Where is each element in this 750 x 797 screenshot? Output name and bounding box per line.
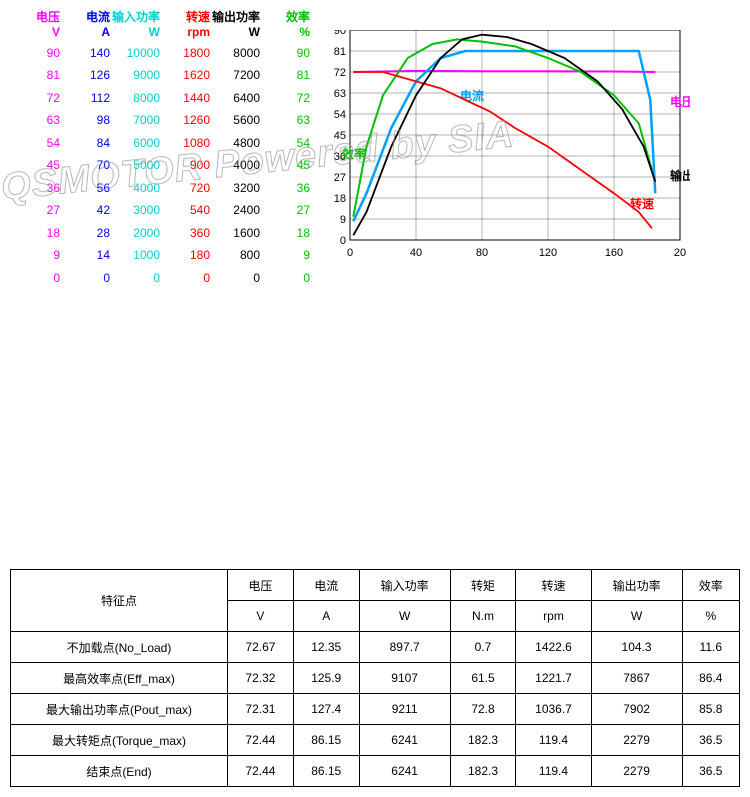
axis-ticks-1: 140126112988470564228140 [60,42,110,290]
table-cell: 72.8 [450,694,516,725]
axis-header-5: 效率% [260,10,310,40]
table-cell: 119.4 [516,725,591,756]
svg-text:63: 63 [334,88,346,100]
table-cell: 36.5 [682,725,739,756]
table-header: 转速 [516,570,591,601]
table-cell: 不加载点(No_Load) [11,632,228,663]
table-unit: V [228,601,294,632]
svg-text:160: 160 [605,247,623,259]
table-cell: 86.15 [293,725,359,756]
table-cell: 72.31 [228,694,294,725]
table-cell: 897.7 [359,632,450,663]
table-cell: 36.5 [682,756,739,787]
table-cell: 104.3 [591,632,682,663]
axis-ticks-0: 90817263544536271890 [10,42,60,290]
table-header: 电流 [293,570,359,601]
svg-text:0: 0 [347,247,353,259]
table-cell: 6241 [359,725,450,756]
axis-ticks-4: 8000720064005600480040003200240016008000 [210,42,260,290]
table-cell: 1221.7 [516,663,591,694]
svg-text:电压: 电压 [670,94,690,109]
svg-text:120: 120 [539,247,557,259]
svg-text:27: 27 [334,172,346,184]
svg-text:81: 81 [334,46,346,58]
spec-table: 特征点电压电流输入功率转矩转速输出功率效率VAWN.mrpmW%不加载点(No_… [10,569,740,787]
performance-chart: 908172635445362718900408012016020电压电流效率转… [320,30,690,260]
svg-text:45: 45 [334,130,346,142]
table-header: 转矩 [450,570,516,601]
table-cell: 最大输出功率点(Pout_max) [11,694,228,725]
axis-ticks-5: 90817263544536271890 [260,42,310,290]
table-cell: 7867 [591,663,682,694]
table-cell: 61.5 [450,663,516,694]
svg-text:54: 54 [334,109,346,121]
table-cell: 6241 [359,756,450,787]
svg-text:18: 18 [334,193,346,205]
table-unit: W [591,601,682,632]
table-unit: A [293,601,359,632]
table-header: 电压 [228,570,294,601]
table-cell: 72.44 [228,756,294,787]
table-cell: 最大转矩点(Torque_max) [11,725,228,756]
axis-ticks-3: 180016201440126010809007205403601800 [160,42,210,290]
table-cell: 1036.7 [516,694,591,725]
table-cell: 127.4 [293,694,359,725]
svg-text:80: 80 [476,247,488,259]
svg-text:20: 20 [674,247,686,259]
table-cell: 9107 [359,663,450,694]
axis-header-4: 输出功率W [210,10,260,40]
svg-text:9: 9 [340,214,346,226]
table-unit: % [682,601,739,632]
table-cell: 72.67 [228,632,294,663]
table-cell: 85.8 [682,694,739,725]
table-cell: 结束点(End) [11,756,228,787]
axis-header-1: 电流A [60,10,110,40]
table-cell: 7902 [591,694,682,725]
table-cell: 86.15 [293,756,359,787]
svg-text:输出: 输出 [670,168,690,183]
table-cell: 12.35 [293,632,359,663]
axis-header-2: 输入功率W [110,10,160,40]
table-cell: 11.6 [682,632,739,663]
table-cell: 86.4 [682,663,739,694]
svg-text:效率: 效率 [342,146,366,161]
table-unit: W [359,601,450,632]
table-cell: 9211 [359,694,450,725]
table-cell: 0.7 [450,632,516,663]
table-cell: 最高效率点(Eff_max) [11,663,228,694]
svg-text:72: 72 [334,67,346,79]
axis-ticks-2: 1000090008000700060005000400030002000100… [110,42,160,290]
table-cell: 182.3 [450,756,516,787]
svg-text:90: 90 [334,30,346,37]
svg-text:电流: 电流 [460,88,484,103]
svg-text:40: 40 [410,247,422,259]
table-cell: 125.9 [293,663,359,694]
axis-header-0: 电压V [10,10,60,40]
table-cell: 72.32 [228,663,294,694]
table-header: 输入功率 [359,570,450,601]
table-unit: N.m [450,601,516,632]
table-corner: 特征点 [11,570,228,632]
table-cell: 119.4 [516,756,591,787]
svg-text:转速: 转速 [630,196,654,211]
table-cell: 72.44 [228,725,294,756]
table-cell: 182.3 [450,725,516,756]
table-cell: 2279 [591,756,682,787]
table-header: 输出功率 [591,570,682,601]
table-header: 效率 [682,570,739,601]
table-cell: 1422.6 [516,632,591,663]
table-unit: rpm [516,601,591,632]
table-cell: 2279 [591,725,682,756]
svg-text:0: 0 [340,235,346,247]
axis-header-3: 转速rpm [160,10,210,40]
